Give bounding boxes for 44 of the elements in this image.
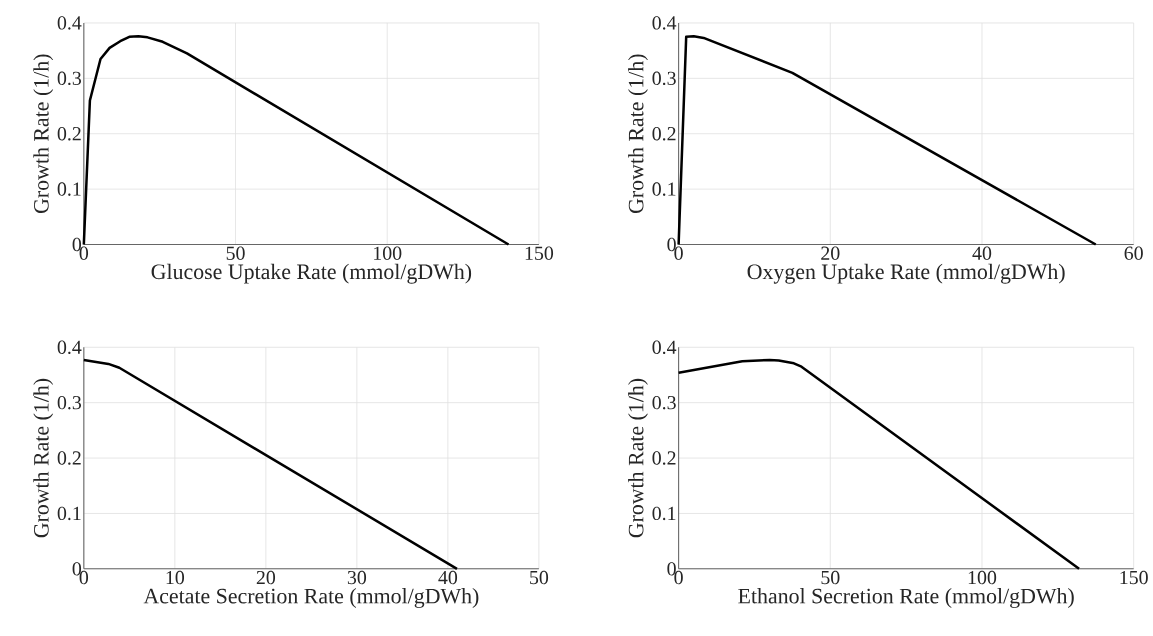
x-tick-label: 50: [530, 571, 549, 585]
y-tick-label: 0.3: [57, 71, 82, 86]
x-tick-label: 40: [438, 571, 458, 585]
y-tick-label: 0.1: [652, 182, 676, 197]
y-tick-label: 0: [667, 562, 676, 576]
x-axis-title: Glucose Uptake Rate (mmol/gDWh): [151, 263, 472, 284]
y-tick-label: 0.2: [57, 127, 81, 141]
y-axis-title: Growth Rate (1/h): [33, 378, 54, 538]
x-tick-label: 40: [972, 246, 992, 261]
y-axis-title: Growth Rate (1/h): [33, 54, 54, 214]
y-tick-label: 0.2: [652, 127, 676, 141]
x-tick-label: 100: [374, 246, 402, 261]
x-axis-title: Acetate Secretion Rate (mmol/gDWh): [143, 588, 479, 609]
x-axis-title: Oxygen Uptake Rate (mmol/gDWh): [747, 263, 1065, 284]
y-tick-label: 0.1: [57, 182, 81, 197]
x-tick-label: 60: [1124, 246, 1143, 261]
y-axis-title: Growth Rate (1/h): [628, 54, 648, 214]
y-tick-label: 0.1: [652, 506, 676, 521]
x-tick-label: 50: [821, 571, 840, 585]
x-tick-label: 30: [347, 571, 367, 585]
x-tick-label: 100: [968, 571, 997, 585]
y-tick-label: 0.1: [57, 506, 81, 521]
y-tick-label: 0.4: [57, 340, 82, 355]
x-tick-label: 20: [256, 571, 276, 585]
y-tick-label: 0.2: [57, 451, 81, 465]
y-tick-label: 0.4: [652, 340, 677, 355]
y-tick-label: 0: [72, 562, 82, 576]
x-tick-label: 50: [226, 246, 245, 261]
x-tick-label: 150: [525, 246, 554, 261]
x-axis-title: Ethanol Secretion Rate (mmol/gDWh): [738, 588, 1074, 609]
line-series: [82, 35, 510, 246]
y-tick-label: 0.3: [652, 71, 676, 86]
y-tick-label: 0.3: [652, 396, 676, 410]
y-axis-title: Growth Rate (1/h): [628, 378, 648, 538]
line-series: [677, 358, 1081, 571]
x-tick-label: 10: [166, 571, 185, 585]
line-series: [82, 358, 459, 571]
x-tick-label: 150: [1120, 571, 1148, 585]
y-tick-label: 0.4: [652, 16, 677, 30]
y-tick-label: 0.2: [652, 451, 676, 465]
y-tick-label: 0.3: [57, 396, 82, 410]
line-series: [677, 35, 1098, 246]
x-tick-label: 20: [821, 246, 840, 261]
y-tick-label: 0.4: [57, 16, 82, 30]
